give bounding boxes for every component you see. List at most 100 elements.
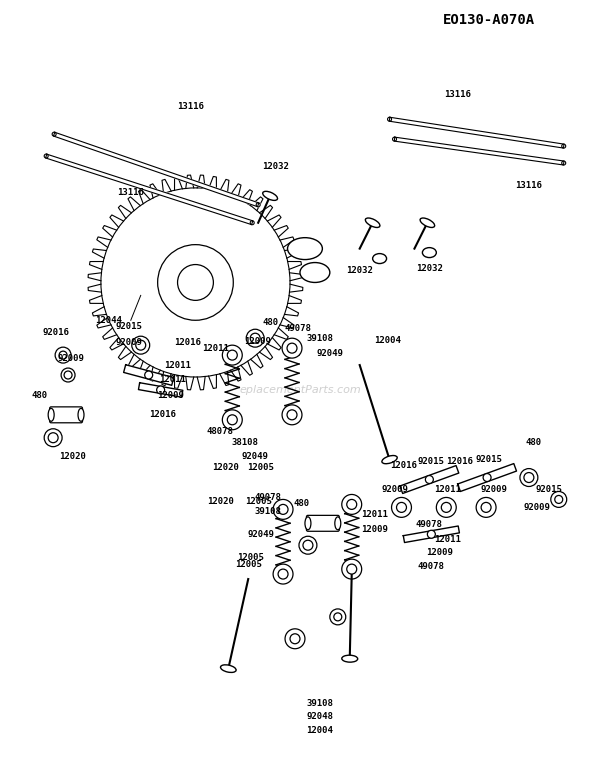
Circle shape <box>303 540 313 550</box>
Circle shape <box>330 609 346 625</box>
Circle shape <box>524 472 534 483</box>
Text: 480: 480 <box>31 391 47 400</box>
Polygon shape <box>124 365 174 385</box>
Text: 92049: 92049 <box>248 530 274 539</box>
Text: 13116: 13116 <box>177 102 204 111</box>
Circle shape <box>392 497 411 518</box>
Text: 12032: 12032 <box>346 266 373 275</box>
Text: 92016: 92016 <box>42 327 70 337</box>
Circle shape <box>59 351 67 359</box>
Ellipse shape <box>48 409 54 421</box>
Ellipse shape <box>422 248 437 258</box>
Circle shape <box>347 500 357 509</box>
Text: 92015: 92015 <box>535 485 562 494</box>
Circle shape <box>278 504 288 515</box>
Text: 92049: 92049 <box>242 452 268 461</box>
Circle shape <box>334 613 342 621</box>
Circle shape <box>285 629 305 649</box>
Circle shape <box>44 429 62 446</box>
Text: 12009: 12009 <box>157 391 184 400</box>
Text: 92015: 92015 <box>476 455 503 464</box>
Circle shape <box>64 371 72 379</box>
Text: 39108: 39108 <box>306 699 333 708</box>
Circle shape <box>250 221 254 224</box>
Circle shape <box>250 334 260 343</box>
Ellipse shape <box>335 517 341 530</box>
Circle shape <box>145 371 153 379</box>
Ellipse shape <box>287 238 322 259</box>
Text: 13116: 13116 <box>444 90 471 99</box>
Text: 48078: 48078 <box>207 428 234 437</box>
Circle shape <box>256 203 260 207</box>
Text: 12044: 12044 <box>96 316 122 324</box>
Ellipse shape <box>263 191 277 200</box>
Text: 92009: 92009 <box>116 337 142 346</box>
Circle shape <box>222 410 242 430</box>
FancyBboxPatch shape <box>306 515 339 531</box>
Text: 12004: 12004 <box>374 336 401 345</box>
Circle shape <box>178 265 214 300</box>
Circle shape <box>551 491 567 507</box>
Ellipse shape <box>305 517 311 530</box>
Text: 39108: 39108 <box>306 334 333 343</box>
Text: 12011: 12011 <box>159 375 186 384</box>
Text: 12020: 12020 <box>212 463 239 472</box>
Circle shape <box>157 386 165 394</box>
Text: 12016: 12016 <box>149 410 176 419</box>
Text: 12005: 12005 <box>237 553 264 562</box>
Circle shape <box>396 503 407 512</box>
Ellipse shape <box>78 409 84 421</box>
Circle shape <box>48 433 58 443</box>
Circle shape <box>520 468 538 487</box>
Circle shape <box>555 496 563 503</box>
Circle shape <box>282 405 302 424</box>
Polygon shape <box>458 464 516 491</box>
Text: eplacementParts.com: eplacementParts.com <box>239 385 361 395</box>
Circle shape <box>287 410 297 420</box>
Text: 92049: 92049 <box>316 349 343 358</box>
Circle shape <box>158 245 233 321</box>
Text: 49078: 49078 <box>416 520 443 529</box>
Text: 12004: 12004 <box>306 726 333 735</box>
Circle shape <box>441 503 451 512</box>
Circle shape <box>437 497 456 518</box>
Circle shape <box>562 161 566 165</box>
Text: 12016: 12016 <box>174 337 201 346</box>
Circle shape <box>287 343 297 353</box>
Text: 49078: 49078 <box>284 324 312 333</box>
Ellipse shape <box>382 456 397 464</box>
Circle shape <box>342 494 362 515</box>
Text: 480: 480 <box>294 499 310 508</box>
Circle shape <box>476 497 496 518</box>
Ellipse shape <box>420 218 435 227</box>
Circle shape <box>388 117 392 121</box>
Circle shape <box>246 329 264 347</box>
FancyBboxPatch shape <box>50 407 83 423</box>
Circle shape <box>273 564 293 584</box>
Polygon shape <box>389 117 564 148</box>
Text: 12005: 12005 <box>235 559 261 568</box>
Ellipse shape <box>300 262 330 283</box>
Circle shape <box>425 475 433 484</box>
Text: 13116: 13116 <box>516 181 542 190</box>
Text: EO130-A070A: EO130-A070A <box>443 13 535 27</box>
Circle shape <box>222 345 242 365</box>
Ellipse shape <box>373 254 386 264</box>
Text: 12032: 12032 <box>416 264 443 273</box>
Text: 92009: 92009 <box>58 353 84 362</box>
Ellipse shape <box>365 218 380 227</box>
Text: 12009: 12009 <box>361 525 388 534</box>
Text: 12011: 12011 <box>361 510 388 519</box>
Circle shape <box>290 634 300 644</box>
Circle shape <box>227 415 237 424</box>
Text: 480: 480 <box>262 318 278 327</box>
Polygon shape <box>400 465 459 493</box>
Text: 92015: 92015 <box>116 321 142 330</box>
Polygon shape <box>139 383 183 397</box>
Text: 12016: 12016 <box>390 461 417 470</box>
Circle shape <box>61 368 75 382</box>
Text: 39108: 39108 <box>255 507 281 516</box>
Circle shape <box>132 337 150 354</box>
Polygon shape <box>404 526 460 543</box>
Text: 92015: 92015 <box>418 457 445 466</box>
